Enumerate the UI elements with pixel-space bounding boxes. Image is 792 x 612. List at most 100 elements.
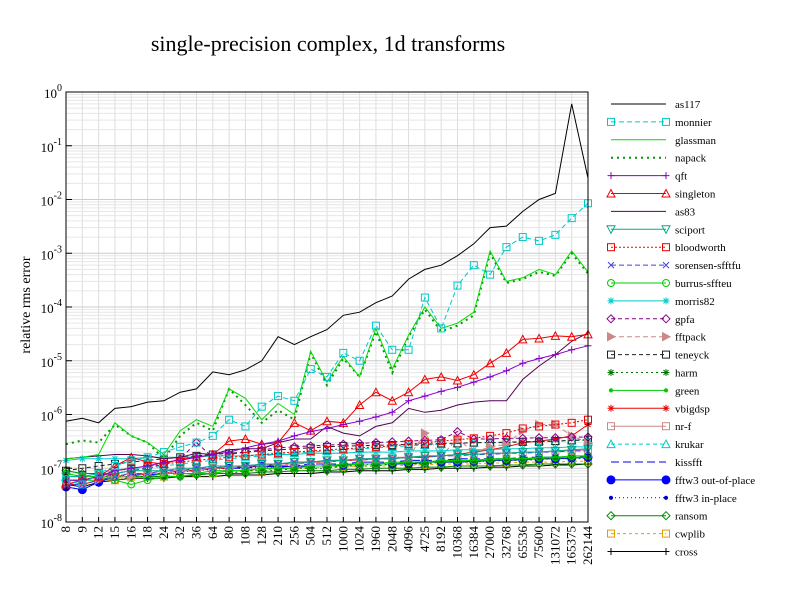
legend-label: fftpack bbox=[675, 332, 706, 344]
x-tick-label: 1960 bbox=[368, 526, 383, 552]
data-point bbox=[339, 449, 347, 457]
legend: as117 monnier glassman napack qft singleton as… bbox=[606, 99, 755, 559]
series-line bbox=[65, 455, 588, 485]
data-point bbox=[322, 440, 332, 450]
legend-item: fftpack bbox=[607, 331, 706, 344]
y-tick-label: 10-7 bbox=[41, 459, 62, 477]
data-point bbox=[518, 233, 527, 242]
data-point bbox=[338, 439, 349, 449]
legend-item: cross bbox=[607, 547, 698, 559]
legend-label: as83 bbox=[675, 206, 696, 218]
data-point bbox=[551, 455, 559, 463]
data-point bbox=[160, 458, 168, 466]
data-point bbox=[323, 464, 331, 472]
legend-item: ransom bbox=[606, 511, 708, 523]
data-point bbox=[420, 458, 429, 467]
x-tick-label: 65536 bbox=[515, 526, 530, 559]
x-tick-label: 64 bbox=[205, 526, 220, 540]
data-point bbox=[274, 392, 283, 401]
x-tick-label: 1024 bbox=[352, 526, 367, 553]
data-point bbox=[566, 445, 577, 455]
data-point bbox=[339, 462, 347, 470]
x-tick-label: 15 bbox=[107, 526, 122, 539]
data-point bbox=[258, 467, 266, 475]
data-point bbox=[469, 434, 478, 443]
legend-marker bbox=[662, 369, 670, 376]
data-point bbox=[437, 437, 446, 446]
data-point bbox=[274, 449, 283, 458]
data-point bbox=[534, 433, 544, 443]
data-point bbox=[274, 464, 283, 473]
data-point bbox=[388, 345, 397, 354]
x-tick-label: 16384 bbox=[466, 526, 481, 559]
y-tick-label: 10-5 bbox=[41, 352, 62, 370]
legend-marker bbox=[607, 404, 615, 412]
data-point bbox=[224, 436, 234, 446]
data-point bbox=[78, 476, 86, 484]
y-axis-label: relative rms error bbox=[19, 256, 34, 354]
data-point bbox=[452, 450, 463, 460]
x-tick-label: 8192 bbox=[433, 526, 448, 552]
series-qft bbox=[62, 342, 592, 484]
data-point bbox=[371, 442, 380, 451]
data-point bbox=[535, 355, 543, 363]
data-point bbox=[127, 456, 136, 465]
data-point bbox=[257, 464, 266, 473]
data-point bbox=[518, 424, 527, 433]
legend-item: cwplib bbox=[607, 529, 705, 541]
data-point bbox=[518, 433, 528, 444]
x-tick-label: 128 bbox=[254, 526, 269, 546]
legend-item: bloodworth bbox=[607, 242, 726, 254]
y-axis-ticks: 10-8 10-7 10-6 10-5 10-4 10-3 10-2 10-1 100 bbox=[41, 83, 72, 531]
legend-marker bbox=[608, 388, 614, 393]
legend-item: teneyck bbox=[607, 350, 710, 362]
x-tick-label: 32 bbox=[172, 526, 187, 539]
data-point bbox=[485, 434, 495, 444]
legend-marker bbox=[662, 331, 672, 342]
series-as117 bbox=[65, 103, 589, 424]
data-point bbox=[192, 438, 201, 447]
data-point bbox=[420, 438, 429, 447]
data-point bbox=[191, 457, 202, 467]
data-point bbox=[241, 452, 249, 460]
data-point bbox=[420, 293, 429, 302]
data-point bbox=[256, 459, 267, 470]
legend-label: cwplib bbox=[675, 529, 705, 541]
legend-marker bbox=[663, 495, 669, 500]
legend-marker bbox=[606, 314, 616, 324]
data-point bbox=[77, 472, 88, 482]
legend-marker bbox=[606, 188, 616, 198]
legend-item: burrus-sffteu bbox=[607, 278, 732, 290]
data-point bbox=[289, 458, 300, 468]
data-point bbox=[436, 451, 447, 461]
x-tick-label: 504 bbox=[303, 526, 318, 546]
series-line bbox=[65, 202, 589, 485]
series-line bbox=[65, 419, 589, 485]
legend-marker bbox=[662, 350, 670, 359]
legend-item: morris82 bbox=[607, 296, 715, 308]
legend-label: sorensen-sfftfu bbox=[675, 260, 741, 272]
legend-item: as83 bbox=[611, 206, 696, 218]
data-point bbox=[208, 431, 217, 440]
data-point bbox=[338, 456, 349, 466]
data-point bbox=[566, 331, 577, 341]
data-point bbox=[535, 236, 544, 245]
x-tick-label: 24 bbox=[156, 526, 171, 540]
legend-item: glassman bbox=[611, 135, 716, 147]
data-point bbox=[290, 432, 298, 440]
data-point bbox=[307, 449, 315, 457]
data-point bbox=[323, 445, 331, 454]
legend-marker bbox=[662, 117, 670, 126]
data-point bbox=[371, 387, 381, 397]
x-tick-label: 165375 bbox=[564, 526, 579, 565]
legend-item: fftw3 out-of-place bbox=[606, 475, 755, 487]
legend-marker bbox=[662, 529, 670, 538]
legend-item: krukar bbox=[606, 439, 704, 451]
data-point bbox=[486, 270, 495, 279]
data-point bbox=[437, 387, 445, 395]
data-point bbox=[453, 435, 462, 444]
data-point bbox=[258, 440, 266, 448]
x-tick-label: 80 bbox=[221, 526, 236, 539]
data-point bbox=[225, 448, 233, 456]
data-point bbox=[339, 444, 348, 453]
